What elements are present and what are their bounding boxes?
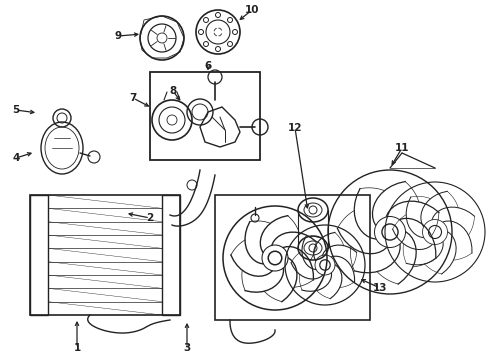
Text: 1: 1	[74, 343, 81, 353]
Text: 7: 7	[129, 93, 137, 103]
Bar	[30, 195, 180, 315]
Text: 2: 2	[147, 213, 154, 223]
Text: 10: 10	[245, 5, 259, 15]
Text: 13: 13	[373, 283, 387, 293]
Text: 3: 3	[183, 343, 191, 353]
Text: 11: 11	[395, 143, 409, 153]
Text: 9: 9	[115, 31, 122, 41]
Text: 12: 12	[288, 123, 302, 133]
Bar	[215, 195, 370, 320]
Bar	[30, 195, 48, 315]
Text: 6: 6	[204, 61, 212, 71]
Text: 8: 8	[170, 86, 176, 96]
Text: 4: 4	[12, 153, 20, 163]
Bar	[150, 72, 260, 160]
Text: 5: 5	[12, 105, 20, 115]
Bar	[162, 195, 180, 315]
